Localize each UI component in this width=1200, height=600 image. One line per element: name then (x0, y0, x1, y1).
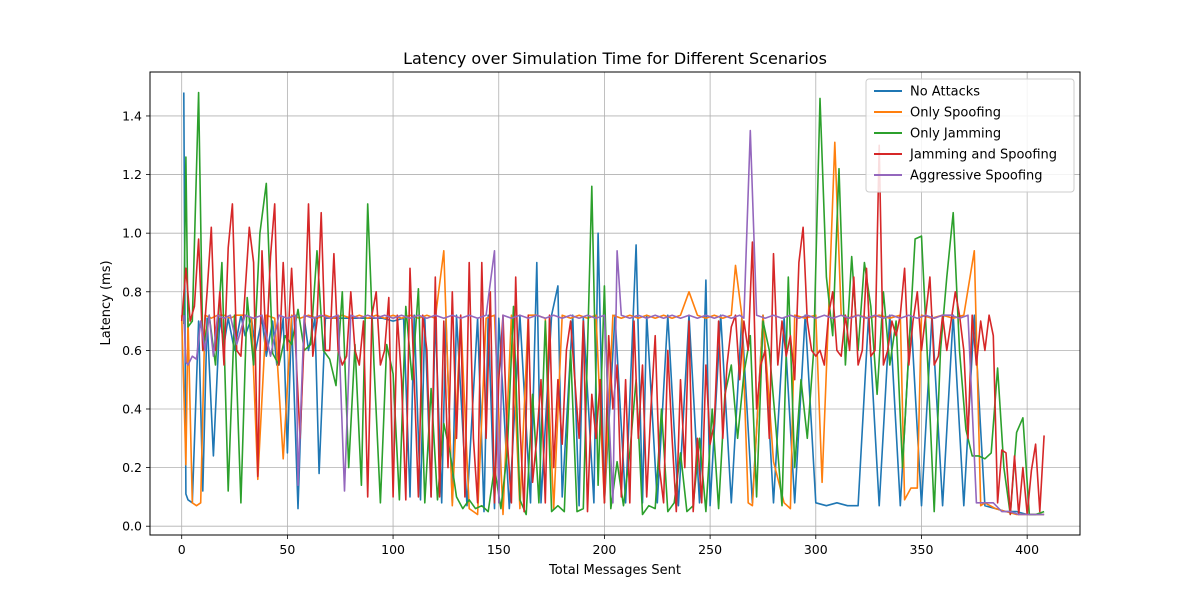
y-tick-label: 0.0 (122, 519, 142, 534)
legend-entry-label: Only Spoofing (910, 106, 1001, 121)
y-tick-label: 0.6 (122, 343, 142, 358)
y-axis-ticks: 0.0 0.2 0.4 0.6 0.8 1.0 1.2 1.4 (122, 108, 150, 534)
x-tick-label: 250 (698, 542, 722, 557)
x-axis-label: Total Messages Sent (548, 563, 681, 578)
legend: No Attacks Only Spoofing Only Jamming Jammi… (865, 78, 1075, 193)
x-tick-label: 350 (910, 542, 934, 557)
series-line-only-spoofing (180, 141, 1045, 516)
legend-entry-label: Jamming and Spoofing (909, 148, 1057, 163)
x-axis-ticks: 0 50 100 150 200 250 300 350 400 (178, 535, 1039, 557)
series-line-jamming-and-spoofing (180, 144, 1045, 516)
chart-title: Latency over Simulation Time for Differe… (403, 49, 827, 68)
x-tick-label: 150 (487, 542, 511, 557)
legend-entry-label: Aggressive Spoofing (910, 169, 1043, 184)
series-line-aggressive-spoofing (183, 129, 1045, 516)
y-tick-label: 0.2 (122, 460, 142, 475)
legend-entry-label: Only Jamming (910, 127, 1001, 142)
y-tick-label: 1.2 (122, 167, 142, 182)
x-tick-label: 0 (178, 542, 186, 557)
plot-area-frame (149, 71, 1081, 536)
legend-box (865, 78, 1075, 193)
y-tick-label: 0.4 (122, 401, 142, 416)
y-axis-label: Latency (ms) (99, 260, 114, 345)
y-tick-label: 0.8 (122, 284, 142, 299)
legend-entry-label: No Attacks (910, 85, 980, 100)
y-tick-label: 1.4 (122, 108, 142, 123)
series-lines (180, 91, 1045, 516)
x-tick-label: 100 (381, 542, 405, 557)
x-tick-label: 200 (593, 542, 617, 557)
x-tick-label: 300 (804, 542, 828, 557)
x-tick-label: 400 (1015, 542, 1039, 557)
x-tick-label: 50 (279, 542, 295, 557)
y-tick-label: 1.0 (122, 226, 142, 241)
